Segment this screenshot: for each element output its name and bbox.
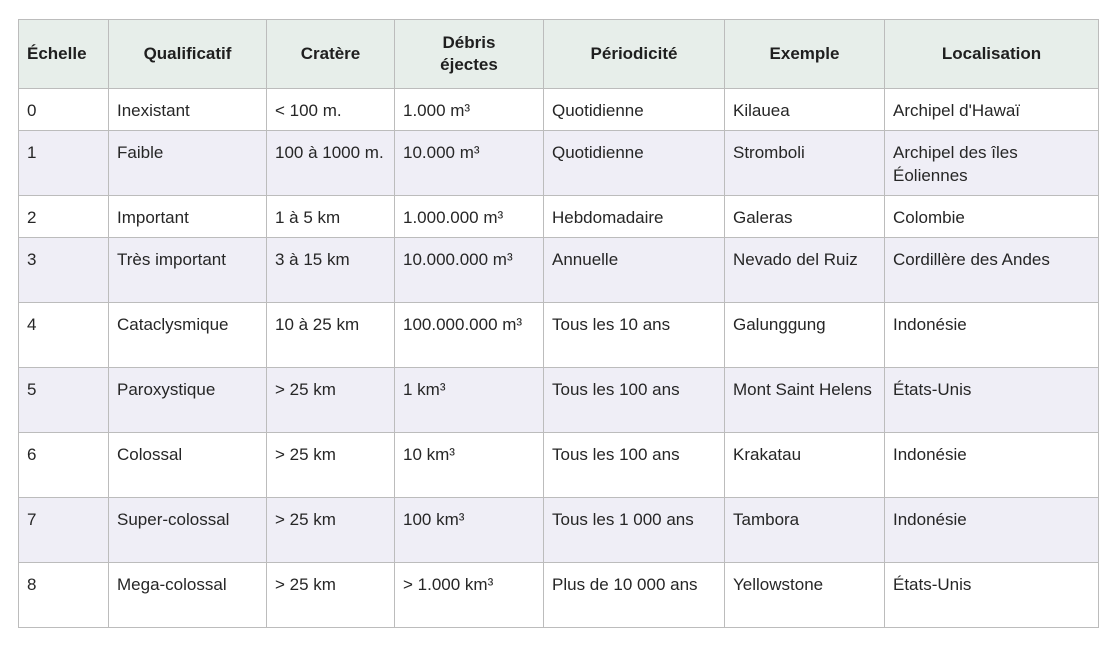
cell-periodicite: Tous les 100 ans — [543, 432, 725, 498]
header-exemple: Exemple — [724, 19, 885, 89]
cell-debris: 10.000 m³ — [394, 130, 544, 196]
cell-periodicite: Tous les 10 ans — [543, 302, 725, 368]
cell-debris: 100 km³ — [394, 497, 544, 563]
cell-localisation: Indonésie — [884, 497, 1099, 563]
cell-localisation: Archipel d'Hawaï — [884, 88, 1099, 131]
cell-cratere: > 25 km — [266, 432, 395, 498]
cell-echelle: 1 — [18, 130, 109, 196]
cell-exemple: Yellowstone — [724, 562, 885, 628]
cell-exemple: Stromboli — [724, 130, 885, 196]
cell-debris: 1 km³ — [394, 367, 544, 433]
cell-localisation: Colombie — [884, 195, 1099, 238]
cell-qualificatif: Mega-colossal — [108, 562, 267, 628]
cell-cratere: < 100 m. — [266, 88, 395, 131]
cell-cratere: > 25 km — [266, 367, 395, 433]
cell-echelle: 7 — [18, 497, 109, 563]
cell-localisation: Indonésie — [884, 302, 1099, 368]
cell-qualificatif: Important — [108, 195, 267, 238]
cell-exemple: Galeras — [724, 195, 885, 238]
cell-qualificatif: Super-colossal — [108, 497, 267, 563]
cell-periodicite: Plus de 10 000 ans — [543, 562, 725, 628]
cell-qualificatif: Paroxystique — [108, 367, 267, 433]
volcanic-explosivity-table-container: Échelle Qualificatif Cratère Débris éjec… — [18, 19, 1099, 628]
cell-echelle: 3 — [18, 237, 109, 303]
cell-localisation: Indonésie — [884, 432, 1099, 498]
table-row: 6 Colossal > 25 km 10 km³ Tous les 100 a… — [18, 432, 1099, 498]
table-row: 8 Mega-colossal > 25 km > 1.000 km³ Plus… — [18, 562, 1099, 628]
cell-localisation: États-Unis — [884, 367, 1099, 433]
header-localisation: Localisation — [884, 19, 1099, 89]
cell-periodicite: Quotidienne — [543, 88, 725, 131]
cell-exemple: Nevado del Ruiz — [724, 237, 885, 303]
cell-echelle: 8 — [18, 562, 109, 628]
cell-exemple: Krakatau — [724, 432, 885, 498]
cell-debris: 10.000.000 m³ — [394, 237, 544, 303]
cell-cratere: 3 à 15 km — [266, 237, 395, 303]
cell-localisation: Cordillère des Andes — [884, 237, 1099, 303]
cell-echelle: 0 — [18, 88, 109, 131]
cell-periodicite: Tous les 1 000 ans — [543, 497, 725, 563]
cell-cratere: > 25 km — [266, 562, 395, 628]
cell-periodicite: Tous les 100 ans — [543, 367, 725, 433]
cell-debris: 1.000 m³ — [394, 88, 544, 131]
cell-debris: > 1.000 km³ — [394, 562, 544, 628]
cell-debris: 10 km³ — [394, 432, 544, 498]
cell-exemple: Galunggung — [724, 302, 885, 368]
cell-echelle: 2 — [18, 195, 109, 238]
cell-cratere: > 25 km — [266, 497, 395, 563]
cell-debris: 1.000.000 m³ — [394, 195, 544, 238]
header-periodicite: Périodicité — [543, 19, 725, 89]
volcanic-explosivity-table: Échelle Qualificatif Cratère Débris éjec… — [18, 19, 1099, 628]
cell-echelle: 4 — [18, 302, 109, 368]
cell-periodicite: Quotidienne — [543, 130, 725, 196]
table-row: 0 Inexistant < 100 m. 1.000 m³ Quotidien… — [18, 88, 1099, 131]
cell-exemple: Tambora — [724, 497, 885, 563]
table-header-row: Échelle Qualificatif Cratère Débris éjec… — [18, 19, 1099, 89]
table-row: 2 Important 1 à 5 km 1.000.000 m³ Hebdom… — [18, 195, 1099, 238]
table-row: 3 Très important 3 à 15 km 10.000.000 m³… — [18, 237, 1099, 303]
cell-qualificatif: Inexistant — [108, 88, 267, 131]
cell-cratere: 100 à 1000 m. — [266, 130, 395, 196]
cell-qualificatif: Colossal — [108, 432, 267, 498]
cell-debris: 100.000.000 m³ — [394, 302, 544, 368]
cell-qualificatif: Cataclysmique — [108, 302, 267, 368]
cell-cratere: 10 à 25 km — [266, 302, 395, 368]
cell-periodicite: Hebdomadaire — [543, 195, 725, 238]
cell-periodicite: Annuelle — [543, 237, 725, 303]
cell-qualificatif: Faible — [108, 130, 267, 196]
header-debris: Débris éjectes — [394, 19, 544, 89]
cell-exemple: Mont Saint Helens — [724, 367, 885, 433]
table-row: 7 Super-colossal > 25 km 100 km³ Tous le… — [18, 497, 1099, 563]
table-row: 5 Paroxystique > 25 km 1 km³ Tous les 10… — [18, 367, 1099, 433]
cell-exemple: Kilauea — [724, 88, 885, 131]
cell-echelle: 6 — [18, 432, 109, 498]
table-row: 1 Faible 100 à 1000 m. 10.000 m³ Quotidi… — [18, 130, 1099, 196]
cell-cratere: 1 à 5 km — [266, 195, 395, 238]
header-qualificatif: Qualificatif — [108, 19, 267, 89]
cell-localisation: Archipel des îles Éoliennes — [884, 130, 1099, 196]
header-echelle: Échelle — [18, 19, 109, 89]
cell-qualificatif: Très important — [108, 237, 267, 303]
cell-echelle: 5 — [18, 367, 109, 433]
cell-localisation: États-Unis — [884, 562, 1099, 628]
table-row: 4 Cataclysmique 10 à 25 km 100.000.000 m… — [18, 302, 1099, 368]
header-cratere: Cratère — [266, 19, 395, 89]
